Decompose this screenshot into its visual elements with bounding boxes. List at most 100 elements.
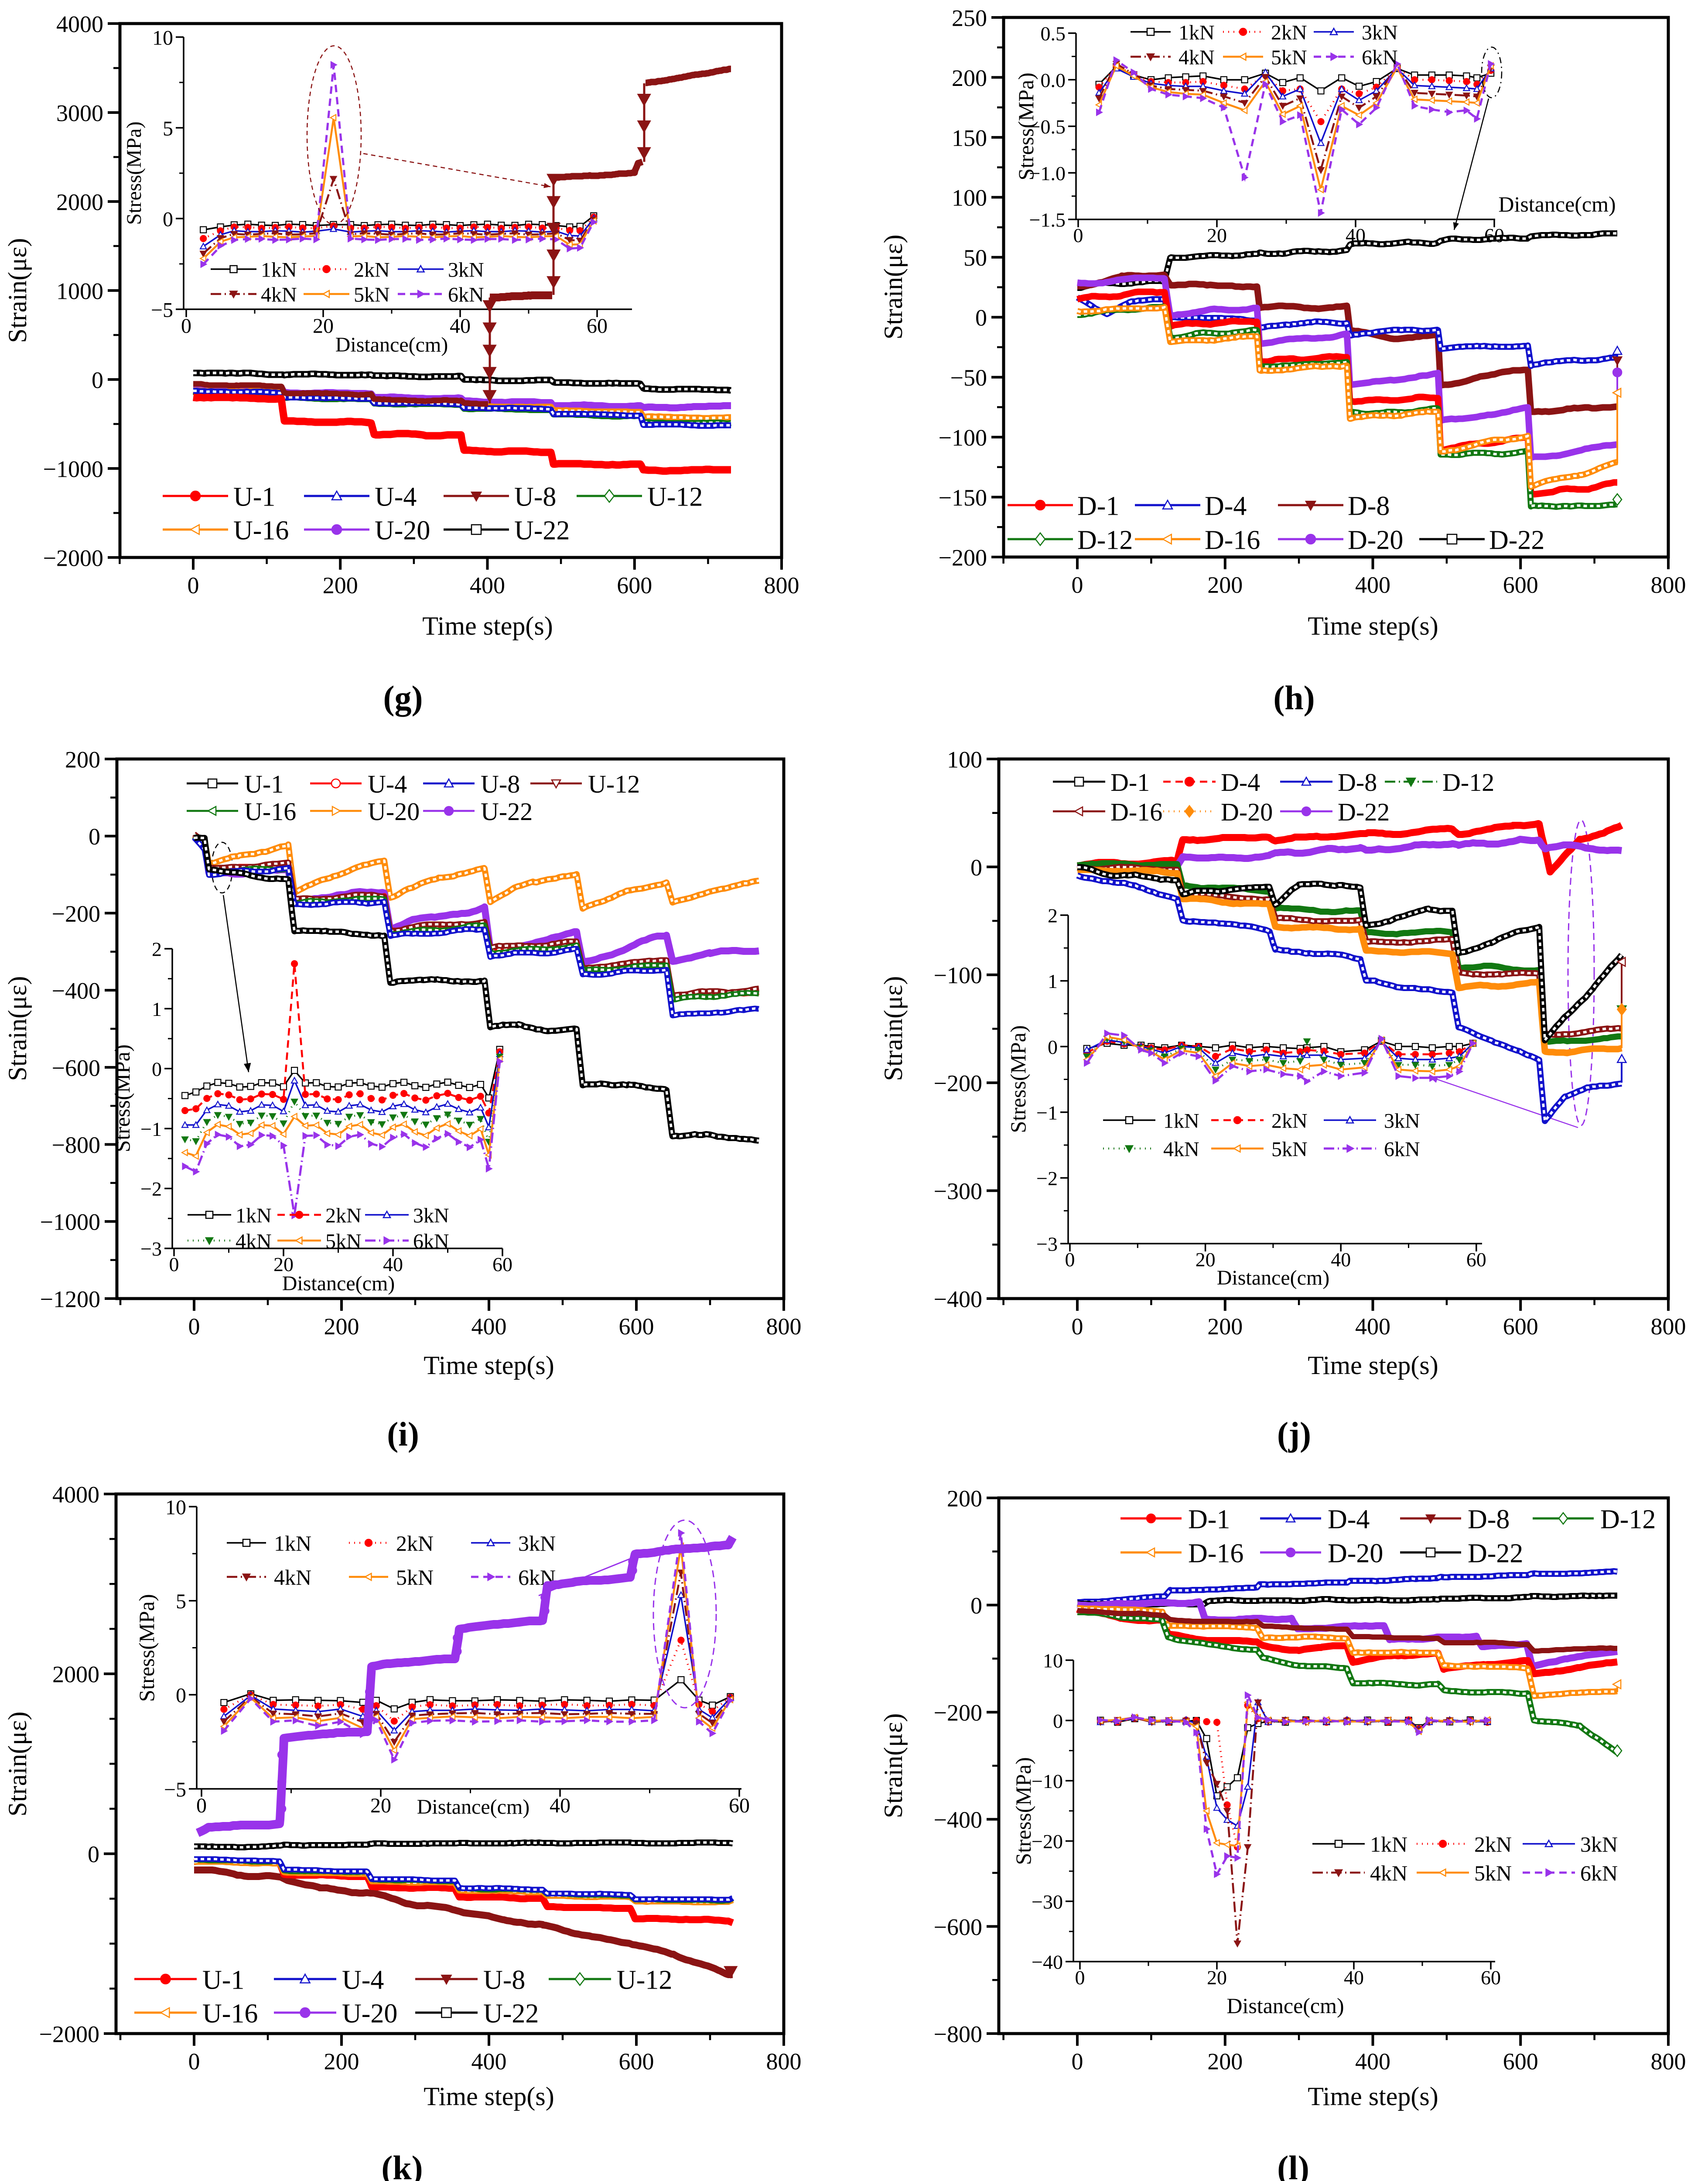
svg-text:0: 0 <box>169 1253 179 1275</box>
svg-text:D-20: D-20 <box>1348 525 1403 555</box>
svg-text:D-8: D-8 <box>1348 491 1390 521</box>
svg-text:Time step(s): Time step(s) <box>1308 2082 1438 2111</box>
svg-text:60: 60 <box>492 1253 512 1275</box>
svg-text:D-16: D-16 <box>1188 1538 1243 1568</box>
svg-text:20: 20 <box>1196 1248 1216 1271</box>
svg-text:0: 0 <box>970 1593 982 1619</box>
svg-text:20: 20 <box>1207 1966 1227 1989</box>
svg-text:0: 0 <box>975 305 987 331</box>
svg-text:0: 0 <box>188 2048 200 2075</box>
svg-text:200: 200 <box>324 2048 359 2075</box>
svg-text:Stress(MPa): Stress(MPa) <box>1011 1757 1035 1865</box>
svg-text:(k): (k) <box>381 2149 423 2181</box>
svg-text:0: 0 <box>88 1841 99 1867</box>
svg-text:Distance(cm): Distance(cm) <box>1498 192 1616 216</box>
svg-text:D-12: D-12 <box>1442 768 1494 797</box>
svg-text:4000: 4000 <box>52 1481 99 1508</box>
svg-text:−600: −600 <box>934 1914 982 1940</box>
svg-text:−400: −400 <box>934 1807 982 1833</box>
svg-text:−100: −100 <box>934 962 982 988</box>
svg-text:Distance(cm): Distance(cm) <box>1226 1993 1344 2018</box>
svg-text:−400: −400 <box>52 978 100 1004</box>
svg-text:U-20: U-20 <box>342 1999 397 2028</box>
svg-text:(h): (h) <box>1273 679 1315 717</box>
svg-text:200: 200 <box>323 572 358 598</box>
svg-text:D-4: D-4 <box>1221 768 1260 797</box>
svg-text:5kN: 5kN <box>1271 46 1307 69</box>
svg-text:600: 600 <box>1503 2048 1538 2075</box>
svg-text:2kN: 2kN <box>1474 1832 1512 1856</box>
svg-text:400: 400 <box>1355 572 1390 598</box>
svg-text:D-22: D-22 <box>1489 525 1544 555</box>
svg-text:1kN: 1kN <box>274 1531 311 1555</box>
svg-text:600: 600 <box>619 1313 654 1340</box>
svg-text:5kN: 5kN <box>354 283 390 306</box>
svg-text:4kN: 4kN <box>1370 1861 1407 1885</box>
svg-text:20: 20 <box>313 315 334 338</box>
svg-text:−2000: −2000 <box>43 545 103 571</box>
svg-text:1: 1 <box>152 998 162 1020</box>
svg-text:40: 40 <box>1331 1248 1351 1271</box>
svg-text:−30: −30 <box>1032 1890 1063 1913</box>
svg-text:−3: −3 <box>1036 1233 1058 1255</box>
svg-text:40: 40 <box>1344 1966 1364 1989</box>
svg-text:Distance(cm): Distance(cm) <box>417 1795 530 1819</box>
svg-text:(j): (j) <box>1277 1415 1311 1453</box>
svg-text:U-4: U-4 <box>368 770 407 798</box>
svg-text:60: 60 <box>729 1794 750 1817</box>
svg-text:5kN: 5kN <box>325 1230 362 1253</box>
svg-text:Distance(cm): Distance(cm) <box>335 333 448 356</box>
svg-text:150: 150 <box>952 125 987 151</box>
svg-text:0: 0 <box>176 1684 186 1707</box>
svg-text:U-4: U-4 <box>342 1965 384 1995</box>
svg-text:1: 1 <box>1048 970 1058 992</box>
svg-text:400: 400 <box>1355 2048 1390 2075</box>
svg-text:200: 200 <box>947 1485 982 1511</box>
svg-text:Stress(MPa): Stress(MPa) <box>134 1594 159 1702</box>
svg-text:0: 0 <box>1072 1313 1083 1340</box>
svg-text:D-4: D-4 <box>1205 491 1247 521</box>
svg-text:Stress(MPa): Stress(MPa) <box>123 121 146 225</box>
svg-text:D-12: D-12 <box>1600 1504 1656 1534</box>
svg-text:U-16: U-16 <box>202 1999 258 2028</box>
svg-text:2kN: 2kN <box>1271 1109 1308 1132</box>
svg-text:20: 20 <box>370 1794 391 1817</box>
svg-text:800: 800 <box>766 1313 802 1340</box>
svg-text:Time step(s): Time step(s) <box>424 1351 554 1380</box>
svg-text:200: 200 <box>65 746 100 773</box>
svg-text:Time step(s): Time step(s) <box>422 612 553 640</box>
svg-text:40: 40 <box>383 1253 403 1275</box>
svg-text:400: 400 <box>471 1313 507 1340</box>
svg-text:6kN: 6kN <box>413 1230 449 1253</box>
svg-text:U-16: U-16 <box>233 516 289 545</box>
svg-text:D-4: D-4 <box>1328 1504 1370 1534</box>
svg-text:U-12: U-12 <box>617 1965 672 1995</box>
svg-text:5kN: 5kN <box>1271 1138 1308 1161</box>
svg-text:600: 600 <box>1503 572 1538 598</box>
svg-text:10: 10 <box>152 26 173 49</box>
svg-text:400: 400 <box>1355 1313 1390 1340</box>
svg-text:D-1: D-1 <box>1110 768 1150 797</box>
svg-text:2000: 2000 <box>52 1661 99 1688</box>
svg-text:D-1: D-1 <box>1188 1504 1230 1534</box>
svg-text:5: 5 <box>163 117 173 140</box>
svg-text:60: 60 <box>587 315 608 338</box>
svg-text:5: 5 <box>176 1590 186 1613</box>
svg-text:0: 0 <box>1048 1036 1058 1058</box>
svg-text:U-22: U-22 <box>481 797 533 826</box>
svg-text:800: 800 <box>1651 572 1686 598</box>
svg-text:3000: 3000 <box>56 100 103 126</box>
svg-text:3kN: 3kN <box>448 258 484 281</box>
svg-text:−1.0: −1.0 <box>1029 162 1066 185</box>
svg-text:200: 200 <box>1207 572 1243 598</box>
svg-text:−200: −200 <box>934 1700 982 1726</box>
svg-text:−800: −800 <box>52 1132 100 1158</box>
svg-text:Strain(με): Strain(με) <box>879 1713 908 1819</box>
svg-text:800: 800 <box>1651 2048 1686 2075</box>
svg-text:U-22: U-22 <box>483 1999 539 2028</box>
svg-text:D-16: D-16 <box>1110 798 1162 826</box>
svg-text:−2: −2 <box>140 1178 162 1200</box>
svg-text:200: 200 <box>952 65 987 91</box>
svg-text:0: 0 <box>1072 2048 1083 2075</box>
svg-text:−5: −5 <box>151 298 173 321</box>
